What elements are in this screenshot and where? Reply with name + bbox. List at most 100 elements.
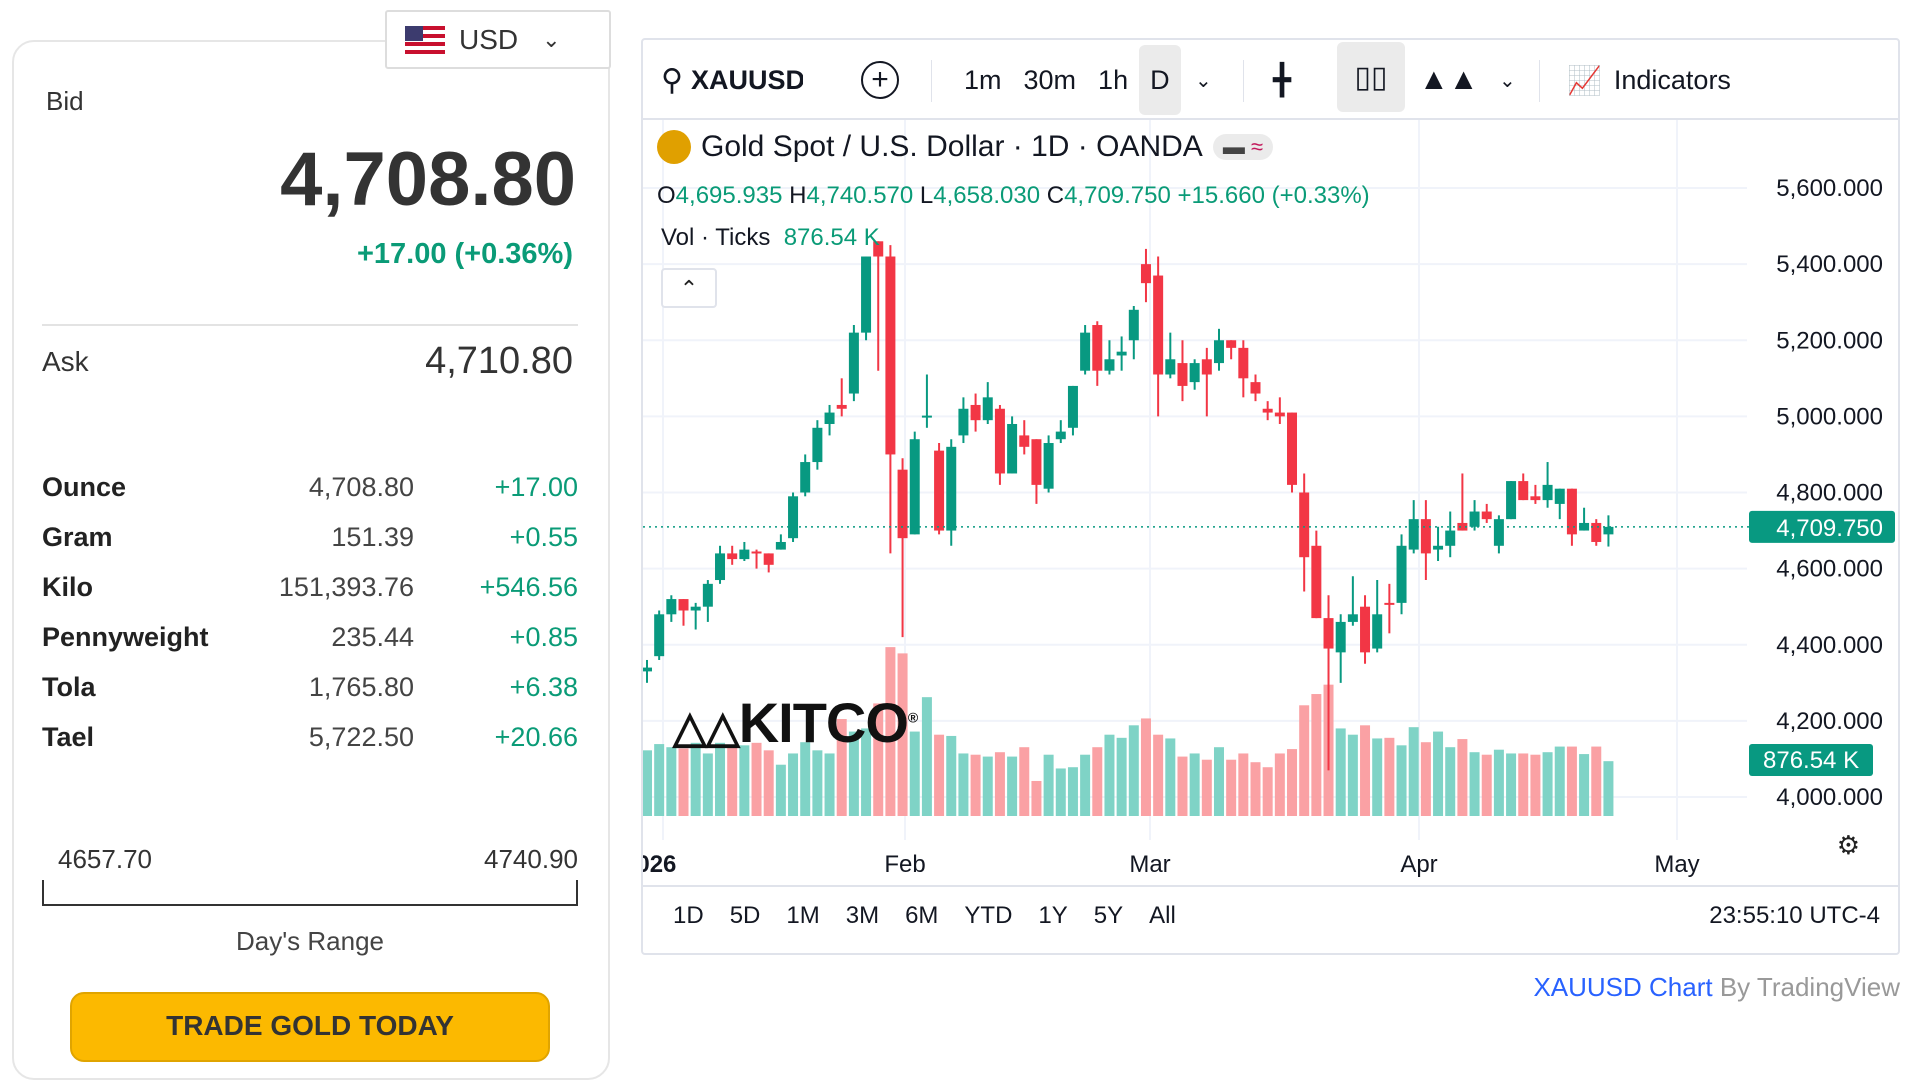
candles-style-button[interactable]: ▯▯ xyxy=(1337,42,1405,112)
kitco-watermark: △△KITCO® xyxy=(673,691,918,754)
candle xyxy=(1457,473,1468,531)
range-6M[interactable]: 6M xyxy=(905,902,939,929)
x-tick-label: Apr xyxy=(1400,851,1437,878)
range-3M[interactable]: 3M xyxy=(845,902,880,929)
candle xyxy=(861,256,872,341)
trade-gold-button[interactable]: TRADE GOLD TODAY xyxy=(70,992,550,1062)
candle-body xyxy=(1274,412,1285,417)
candle-body xyxy=(1213,340,1224,364)
volume-bar xyxy=(1457,739,1468,816)
volume-bar xyxy=(1335,728,1346,816)
volume-bar xyxy=(1177,756,1188,816)
candle xyxy=(1360,595,1371,664)
candle-body xyxy=(1457,522,1468,531)
candle-body xyxy=(946,446,957,531)
divider xyxy=(42,324,578,326)
bars-style-button[interactable]: ╋ xyxy=(1273,40,1291,120)
unit-row: Kilo 151,393.76 +546.56 xyxy=(42,572,578,612)
interval-1h[interactable]: 1h xyxy=(1098,65,1129,95)
candle xyxy=(885,245,896,554)
candle-body xyxy=(1140,264,1151,284)
candle xyxy=(873,241,884,371)
candle-body xyxy=(1238,347,1249,379)
collapse-legend-button[interactable]: ⌃ xyxy=(661,268,717,308)
candle xyxy=(982,382,993,424)
unit-change: +0.55 xyxy=(509,522,578,552)
candle xyxy=(1092,321,1103,386)
candle xyxy=(715,545,726,584)
interval-30m[interactable]: 30m xyxy=(1023,65,1077,95)
candle-body xyxy=(1067,385,1078,428)
volume-bar xyxy=(1518,753,1529,816)
candle xyxy=(666,595,677,622)
candle xyxy=(1189,359,1200,390)
unit-row: Pennyweight 235.44 +0.85 xyxy=(42,622,578,662)
symbol-input[interactable]: XAUUSD xyxy=(690,64,803,95)
compare-button[interactable]: + xyxy=(861,40,899,120)
currency-dropdown[interactable]: USD ⌄ xyxy=(385,10,611,69)
range-All[interactable]: All xyxy=(1149,902,1176,929)
candle xyxy=(678,599,689,626)
volume-bar xyxy=(934,734,945,816)
chevron-down-icon: ⌄ xyxy=(542,26,561,52)
candle xyxy=(643,659,652,683)
candle-body xyxy=(1116,351,1127,356)
indicators-button[interactable]: 📈 Indicators xyxy=(1567,40,1731,120)
interval-1m[interactable]: 1m xyxy=(964,65,1002,95)
candle-body xyxy=(994,408,1005,474)
interval-D[interactable]: D xyxy=(1139,45,1181,115)
volume-bar xyxy=(824,753,835,816)
candle xyxy=(1031,439,1042,504)
settings-gear-icon[interactable]: ⚙ xyxy=(1836,830,1860,860)
search-icon: ⚲ xyxy=(661,63,683,97)
volume-bar xyxy=(1311,694,1322,816)
range-5D[interactable]: 5D xyxy=(729,902,761,929)
volume-bar xyxy=(1019,747,1030,816)
day-range-label: Day's Range xyxy=(235,926,385,956)
candle-body xyxy=(861,256,872,333)
candle xyxy=(1299,473,1310,592)
range-YTD[interactable]: YTD xyxy=(964,902,1013,929)
candle xyxy=(1055,420,1066,444)
range-1Y[interactable]: 1Y xyxy=(1038,902,1068,929)
candle xyxy=(1140,248,1151,303)
chart-type-dropdown[interactable]: ⌄ xyxy=(1499,40,1516,120)
candle xyxy=(654,610,665,660)
unit-price: 235.44 xyxy=(331,622,414,652)
symbol-title: Gold Spot / U.S. Dollar · 1D · OANDA xyxy=(701,130,1203,163)
candle xyxy=(788,492,799,542)
volume-bar xyxy=(1579,754,1590,816)
interval-dropdown[interactable]: ⌄ xyxy=(1195,40,1212,120)
price-chart[interactable]: 5,600.000 5,400.000 5,200.000 5,000.000 4,80… xyxy=(643,40,1898,953)
candle xyxy=(1287,412,1298,493)
y-tick-label: 5,600.000 xyxy=(1776,175,1883,202)
volume-bar xyxy=(666,747,677,816)
unit-row: Tael 5,722.50 +20.66 xyxy=(42,722,578,762)
range-1M[interactable]: 1M xyxy=(786,902,820,929)
symbol-search[interactable]: ⚲ XAUUSD xyxy=(661,40,803,120)
range-1D[interactable]: 1D xyxy=(673,902,704,929)
candle-body xyxy=(715,553,726,581)
area-style-button[interactable]: ▲▲ xyxy=(1419,40,1478,120)
candle xyxy=(921,374,932,428)
volume-bar xyxy=(885,647,896,816)
candle-body xyxy=(1177,363,1188,386)
volume-bar xyxy=(763,750,774,816)
candle-body xyxy=(812,427,823,463)
volume-bar xyxy=(1080,754,1091,816)
volume-bar xyxy=(1408,727,1419,816)
volume-bar xyxy=(1372,738,1383,816)
candle-body xyxy=(1384,602,1395,605)
last-price-badge xyxy=(1749,510,1895,543)
attribution-link[interactable]: XAUUSD Chart xyxy=(1533,972,1713,1002)
candle-body xyxy=(1031,439,1042,485)
candle xyxy=(1481,503,1492,523)
candle xyxy=(934,443,945,535)
range-5Y[interactable]: 5Y xyxy=(1093,902,1124,929)
candle-body xyxy=(751,551,762,554)
volume-bar xyxy=(836,719,847,816)
volume-bar xyxy=(654,744,665,816)
volume-bar xyxy=(1165,738,1176,816)
candle xyxy=(1566,488,1577,546)
volume-bar xyxy=(1201,759,1212,816)
